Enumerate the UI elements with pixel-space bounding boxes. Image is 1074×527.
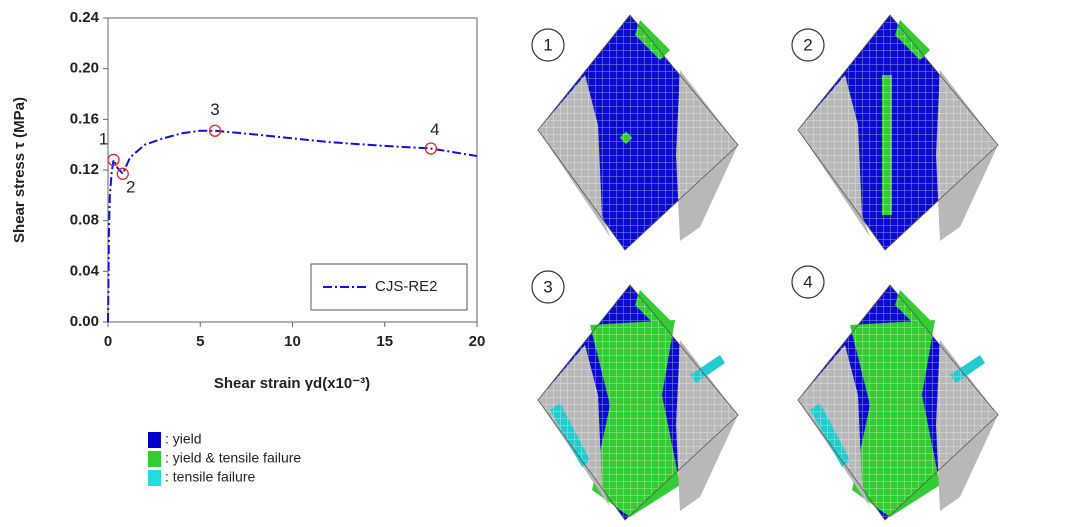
panel-badge [531,270,565,304]
marker-label: 3 [210,100,219,119]
cube-panel [537,14,739,251]
y-tick-label: 0.04 [70,262,100,279]
x-tick-label: 0 [104,333,112,350]
color-legend-label: : tensile failure [165,469,255,485]
marker [107,153,120,167]
color-legend-label: : yield & tensile failure [165,450,301,466]
panel-label: 1 [543,35,552,54]
color-swatch [148,451,161,467]
panel-badge [531,28,565,62]
y-tick-label: 0.20 [70,60,99,77]
top-mark [895,290,930,330]
y-tick-label: 0.08 [70,212,99,229]
y-axis-title: Shear stress τ (MPa) [11,97,28,243]
marker-label: 2 [126,177,135,196]
y-tick-label: 0.16 [70,110,99,127]
panel-badge [791,265,825,299]
x-tick-label: 5 [196,333,204,350]
color-legend-label: : yield [165,431,202,447]
x-tick-label: 10 [284,333,301,350]
top-mark [895,20,930,60]
x-axis-title: Shear strain γd(x10⁻³) [214,375,370,392]
color-swatch [148,432,161,448]
legend-label: CJS-RE2 [375,278,438,295]
top-mark [635,20,670,60]
cube-panel [797,14,999,251]
cube-grid [537,284,739,521]
cube-grid [797,284,999,521]
x-tick-label: 20 [469,333,486,350]
cube-grid [537,14,739,251]
cube-panel [797,284,999,521]
marker-label: 4 [430,120,439,139]
y-tick-label: 0.24 [70,9,100,26]
marker [424,142,438,155]
marker-label: 1 [99,129,108,148]
cube-grid [797,14,999,251]
panel-label: 4 [803,272,812,291]
series-line [107,129,478,323]
color-swatch [148,470,161,486]
y-tick-label: 0.12 [70,161,99,178]
panel-badge [791,28,825,62]
panel-label: 3 [543,277,552,296]
y-tick-label: 0.00 [70,313,99,330]
panel-label: 2 [803,35,812,54]
marker [116,167,129,180]
x-tick-label: 15 [376,333,393,350]
top-mark [635,290,670,330]
cube-panel [537,284,739,521]
marker [208,124,222,137]
